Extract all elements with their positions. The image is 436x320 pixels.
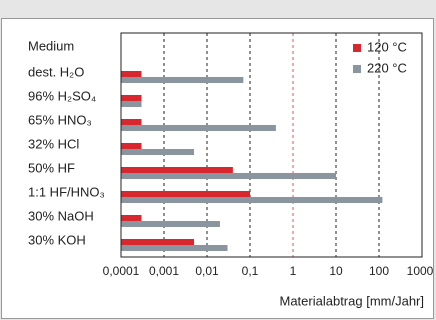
plot-frame (120, 32, 423, 258)
x-tick-label: 0,01 (195, 264, 219, 278)
category-label: 65% HNO₃ (28, 112, 92, 127)
category-label: 30% KOH (28, 232, 86, 247)
header: Medium (28, 38, 74, 53)
bar (121, 173, 336, 179)
x-tick-label: 10 (329, 264, 343, 278)
bar (121, 95, 142, 101)
x-tick-label: 100 (369, 264, 389, 278)
bar (121, 101, 142, 107)
x-tick-label: 1000 (407, 264, 434, 278)
bar (121, 71, 142, 77)
category-label: 30% NaOH (28, 208, 94, 223)
bar (121, 149, 195, 155)
category-label: dest. H₂O (28, 64, 84, 79)
legend-swatch (353, 65, 361, 73)
bar (121, 239, 195, 245)
bar (121, 167, 233, 173)
bar (121, 215, 142, 221)
bar (121, 77, 244, 83)
category-label: 96% H₂SO₄ (28, 88, 96, 103)
bar (121, 197, 383, 203)
legend-label: 220 °C (367, 60, 407, 75)
x-axis-label: Materialabtrag [mm/Jahr] (280, 293, 425, 308)
bar (121, 125, 276, 131)
bar (121, 191, 250, 197)
x-tick-label: 0,1 (242, 264, 259, 278)
legend-label: 120 °C (367, 39, 407, 54)
bar (121, 119, 142, 125)
x-tick-label: 1 (290, 264, 297, 278)
category-label: 1:1 HF/HNO₃ (28, 184, 105, 199)
category-label: 50% HF (28, 160, 75, 175)
bar (121, 245, 228, 251)
bar (121, 221, 220, 227)
category-label: 32% HCl (28, 136, 79, 151)
x-tick-label: 0,001 (149, 264, 179, 278)
bar (121, 143, 142, 149)
legend-swatch (353, 44, 361, 52)
x-tick-label: 0,0001 (103, 264, 140, 278)
